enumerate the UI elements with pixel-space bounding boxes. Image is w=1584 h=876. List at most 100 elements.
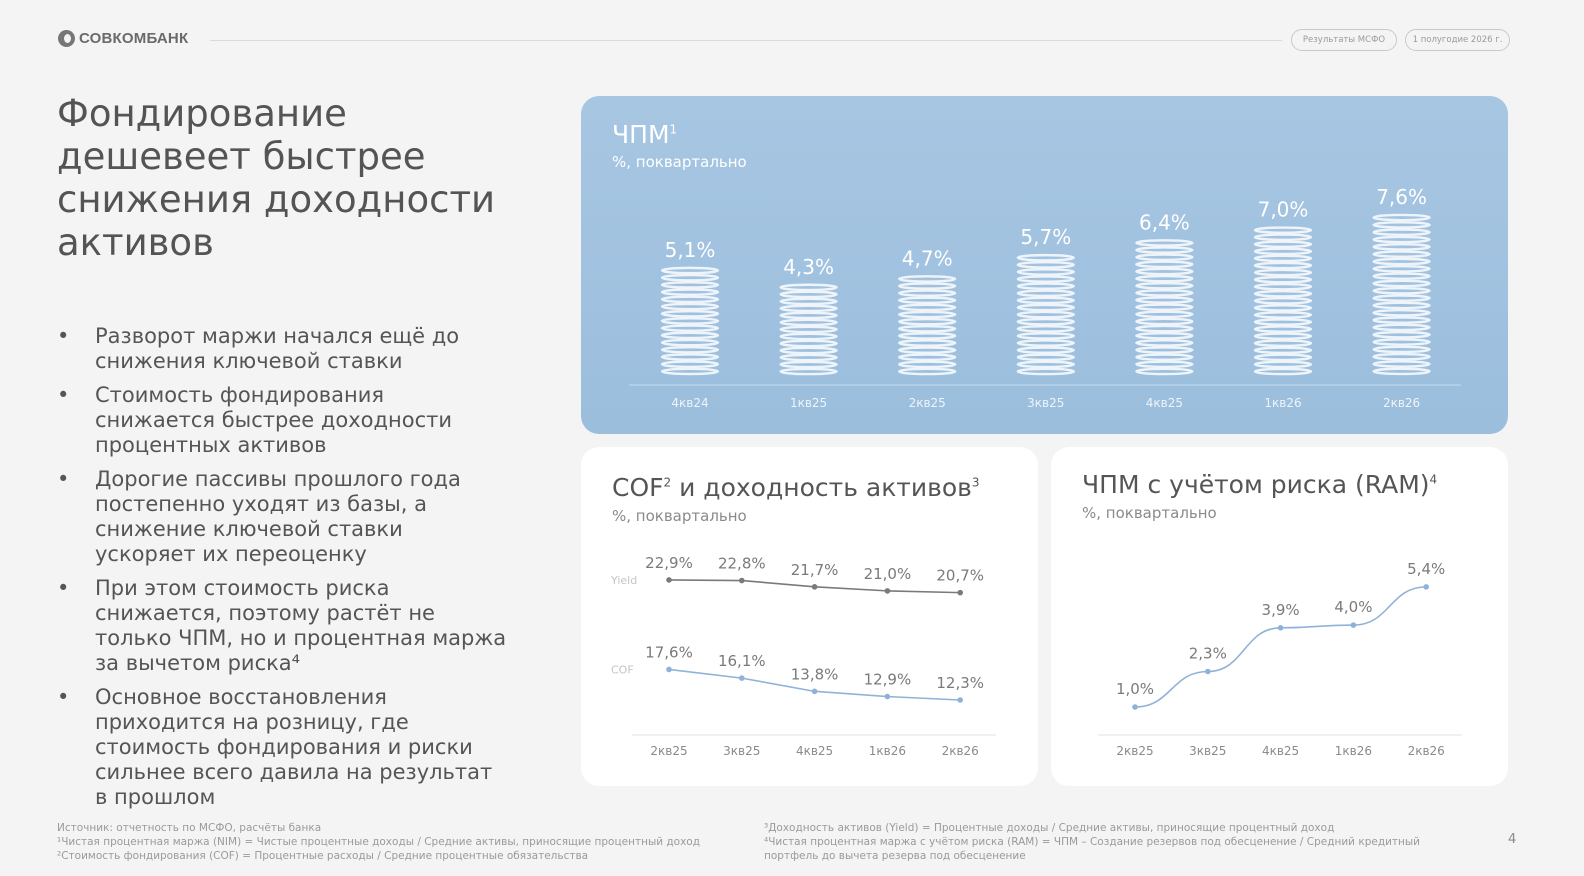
- nim-bar-coil: [1016, 360, 1075, 369]
- nim-bar-coil: [1135, 296, 1194, 304]
- nim-bar: [779, 283, 838, 376]
- footnotes-left: Источник: отчетность по МСФО, расчёты ба…: [57, 821, 700, 863]
- nim-bar-coil: [1135, 367, 1194, 376]
- nim-bar-coil: [898, 353, 957, 362]
- ram-line-chart: 1,0% 2,3% 3,9% 4,0% 5,4% 2кв25 3кв25 4кв25 1кв26…: [1098, 560, 1462, 758]
- footnote-source: Источник: отчетность по МСФО, расчёты ба…: [57, 822, 322, 834]
- nim-bar-coil: [779, 332, 838, 341]
- bullet-item: Основное восстановления приходится на ро…: [57, 685, 507, 810]
- nim-bar-coil: [1372, 360, 1431, 368]
- nim-bar-coil: [660, 288, 720, 296]
- cof-data-label: 12,3%: [936, 674, 984, 692]
- cof-point: [811, 688, 818, 695]
- nim-bar-coil: [1016, 317, 1075, 326]
- nim-bar-coil: [660, 345, 720, 354]
- nim-bar-coil: [1372, 213, 1431, 222]
- nim-bar-coil: [1372, 345, 1431, 354]
- logo-icon: [58, 30, 75, 47]
- ram-data-label: 1,0%: [1116, 680, 1154, 698]
- nim-bar-coil: [1372, 316, 1431, 324]
- cof-data-label: 21,7%: [791, 561, 839, 579]
- nim-bar-coil: [1016, 268, 1075, 276]
- ram-x-tick: 3кв25: [1189, 744, 1226, 758]
- nim-bar-coil: [898, 346, 957, 354]
- nim-bar-coil: [1016, 296, 1075, 305]
- bullet-item: Разворот маржи начался ещё до снижения к…: [57, 324, 507, 374]
- page-number: 4: [1508, 832, 1517, 847]
- bullet-item: Стоимость фондирования снижается быстрее…: [57, 383, 507, 458]
- nim-bar-coil: [1372, 243, 1431, 251]
- nim-bar-coil: [1372, 294, 1431, 302]
- nim-bar-coil: [1372, 323, 1431, 332]
- nim-bar-coil: [1372, 308, 1431, 317]
- nim-bar-coil: [660, 360, 720, 368]
- nim-bar-coil: [779, 360, 838, 369]
- nim-bar: [1135, 239, 1194, 376]
- nim-bar-coil: [1135, 274, 1194, 283]
- nim-bar-coil: [898, 332, 957, 340]
- nim-bar: [1253, 226, 1313, 376]
- ram-point: [1205, 668, 1211, 675]
- footnote-cof: ²Стоимость фондирования (COF) = Процентн…: [57, 850, 589, 862]
- cof-data-label: 21,0%: [864, 565, 912, 583]
- nim-bar-coil: [1135, 253, 1194, 261]
- nim-bar-coil: [660, 331, 720, 340]
- nim-bar-coil: [898, 296, 957, 305]
- nim-bar-coil: [1135, 346, 1194, 354]
- nim-bar-coil: [898, 275, 957, 283]
- nim-bar-coil: [1016, 253, 1075, 262]
- period-badge: 1 полугодие 2026 г.: [1405, 29, 1510, 51]
- nim-bar-label: 5,7%: [1020, 225, 1071, 249]
- nim-x-tick: 1кв26: [1264, 396, 1301, 410]
- cof-data-label: 22,8%: [718, 555, 766, 573]
- ram-data-label: 2,3%: [1189, 645, 1227, 663]
- nim-bar-coil: [1372, 301, 1431, 310]
- ram-x-tick: 4кв25: [1262, 744, 1299, 758]
- cof-x-tick: 1кв26: [869, 744, 906, 758]
- nim-bar-coil: [1016, 310, 1075, 319]
- cof-point: [666, 666, 672, 673]
- nim-bar-coil: [779, 318, 838, 327]
- nim-bar-coil: [1372, 279, 1431, 288]
- cof-chart-title: COF2 и доходность активов3: [612, 473, 980, 502]
- cof-point: [739, 577, 745, 584]
- nim-bar-coil: [1135, 310, 1194, 319]
- ram-point: [1277, 625, 1284, 631]
- header-divider: [210, 40, 1282, 41]
- footnote-ram: ⁴Чистая процентная маржа с учётом риска …: [764, 836, 1420, 848]
- nim-bar-coil: [660, 309, 720, 318]
- ram-data-label: 4,0%: [1334, 598, 1372, 616]
- nim-bar-label: 7,6%: [1376, 185, 1427, 209]
- nim-bar-coil: [779, 297, 838, 306]
- nim-bar-coil: [898, 282, 957, 290]
- nim-bar-coil: [779, 325, 838, 334]
- nim-bar-coil: [1135, 353, 1194, 361]
- nim-bar-coil: [1253, 254, 1313, 263]
- bullet-item: Дорогие пассивы прошлого года постепенно…: [57, 467, 507, 567]
- cof-data-label: 12,9%: [864, 671, 912, 689]
- footnotes-right: ³Доходность активов (Yield) = Процентные…: [764, 821, 1420, 863]
- nim-bar-coil: [1253, 311, 1313, 319]
- nim-bar-coil: [1135, 239, 1194, 247]
- nim-bar-coil: [1016, 282, 1075, 290]
- cof-chart-panel: COF2 и доходность активов3 %, покварталь…: [581, 447, 1038, 786]
- cof-series-name: COF: [611, 663, 634, 676]
- cof-point: [884, 693, 891, 700]
- nim-bar-coil: [779, 367, 838, 376]
- nim-bar-coil: [660, 273, 720, 282]
- cof-title-rest: и доходность активов: [671, 473, 972, 502]
- nim-bar-coil: [898, 289, 957, 297]
- nim-bar: [1372, 213, 1431, 376]
- footnote-ram-continued: портфель до вычета резерва под обесценен…: [764, 850, 1026, 862]
- nim-bar-coil: [1253, 325, 1313, 333]
- nim-bar-coil: [660, 317, 720, 325]
- cof-data-label: 17,6%: [645, 643, 693, 661]
- nim-bar-coil: [779, 339, 838, 348]
- nim-bar-coil: [1253, 339, 1313, 347]
- nim-bar-coil: [898, 367, 957, 376]
- nim-bar-coil: [1016, 324, 1075, 333]
- nim-bar-coil: [1253, 275, 1313, 284]
- ram-point: [1423, 584, 1429, 590]
- nim-bar-coil: [1016, 367, 1075, 376]
- nim-bar-coil: [779, 353, 838, 362]
